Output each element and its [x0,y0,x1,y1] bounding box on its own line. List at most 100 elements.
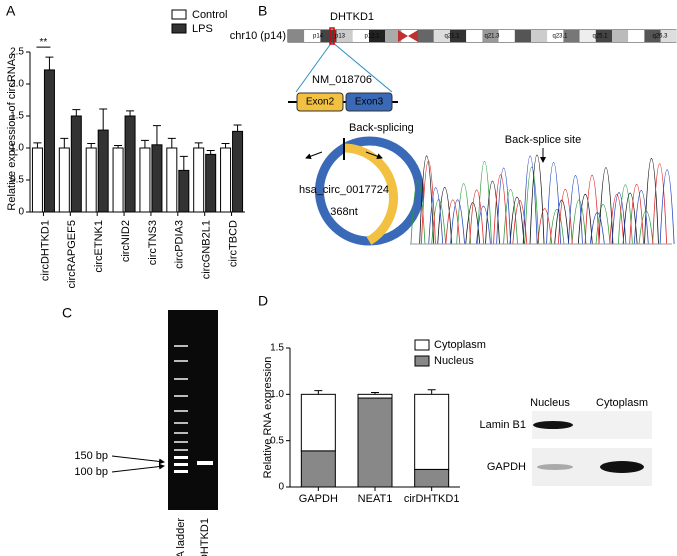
error-bar [152,125,161,145]
ladder-band [174,470,188,473]
ladder-band [174,360,188,362]
significance: ** [40,37,48,48]
chromosome-band [660,30,677,42]
legend-label: Cytoplasm [434,339,486,351]
blot-row: GAPDH [487,461,526,473]
chromosome-band [612,30,629,42]
chromosome-band [498,30,515,42]
transcript-label: NM_018706 [312,74,372,86]
splice-site-label: Back-splice site [505,134,581,146]
blot-band [533,421,573,429]
chromosome-band [433,30,450,42]
legend-label: Nucleus [434,355,474,367]
bar-segment [357,397,393,488]
legend-swatch [414,355,430,367]
bar-segment [357,393,393,399]
arrow [111,463,165,473]
chromosome-band [352,30,369,42]
bar [220,147,232,213]
bar-segment [300,393,336,452]
x-tick-label: circNID2 [120,220,132,262]
blot-band [537,464,573,470]
bar [70,115,82,213]
y-tick-label: 0.5 [10,175,24,186]
legend-swatch [414,339,430,351]
blot-row: Lamin B1 [480,419,526,431]
y-tick-label: 0.5 [270,435,284,446]
error-bar [221,143,230,148]
chromosome-band [563,30,580,42]
bar [58,147,70,213]
chromosome-band [482,30,499,42]
bar [178,169,190,213]
y-tick-label: 1.0 [10,143,24,154]
bar [232,130,244,213]
band-label: p13 [335,34,346,40]
trace [419,154,659,245]
band-label: p12.1 [364,34,380,40]
x-tick-label: NEAT1 [358,493,393,505]
chromosome-band [336,30,353,42]
exon [345,92,393,112]
error-bar [233,124,242,132]
bar [31,147,43,213]
x-tick-label: circPDIA3 [174,220,186,269]
ladder-band [174,463,188,466]
chromosome-band [531,30,548,42]
chromosome-band [304,30,321,42]
y-tick-label: 0 [18,207,24,218]
y-tick-label: 2.0 [10,79,24,90]
legend-label: Control [192,9,227,21]
y-axis-label: Relative RNA expression [262,357,274,479]
bar [139,147,151,213]
chromosome-band [514,30,531,42]
error-bar [314,390,323,395]
error-bar [194,142,203,148]
error-bar [179,155,188,171]
error-bar [99,108,108,131]
band-label: q26.3 [652,34,668,40]
chromosome-band [369,30,386,42]
ladder-band [174,345,188,347]
circ-length: 368nt [330,206,358,218]
panel-label: C [62,305,72,321]
panel-label: D [258,293,268,309]
centromere [398,30,418,42]
sample-band [197,461,213,465]
error-bar [206,150,215,155]
circ-arc [341,136,424,246]
x-tick-label: cirDHTKD1 [404,493,460,505]
bar-segment [414,393,450,470]
ladder-band [174,422,188,424]
bar-segment [414,468,450,488]
legend-swatch [171,23,187,34]
gel-bands [174,345,213,473]
trace [421,160,668,245]
panel-c: 150 bp 100 bp DNA ladder circDHTKD1 [74,310,218,556]
y-tick-label: 2.5 [10,47,24,58]
bar [193,147,205,213]
circ-name: hsa_circ_0017724 [299,184,389,196]
y-tick-label: 0 [278,482,284,493]
western-blot: Nucleus Cytoplasm Lamin B1 GAPDH [480,397,652,486]
panel-b: DHTKD1 chr10 (p14) NM_018706 Exon2 Exon3… [230,11,675,246]
x-tick-label: circTNS3 [147,220,159,265]
locus-mark [329,27,335,45]
circ-arc [315,144,370,246]
bar [97,129,109,213]
bar-segment [300,450,336,488]
band-label: q21.1 [444,34,460,40]
marker-label: 150 bp [74,450,108,462]
marker-label: 100 bp [74,466,108,478]
error-bar [427,389,436,395]
error-bar [167,137,176,148]
x-tick-label: circTBCD [227,220,239,267]
error-bar [114,144,123,148]
chromosome-band [547,30,564,42]
ladder-band [174,410,188,412]
blot-column: Nucleus [530,397,570,409]
y-tick-label: 1.0 [270,389,284,400]
arrow [365,151,383,160]
band-label: q21.3 [484,34,500,40]
ladder-band [174,449,188,451]
